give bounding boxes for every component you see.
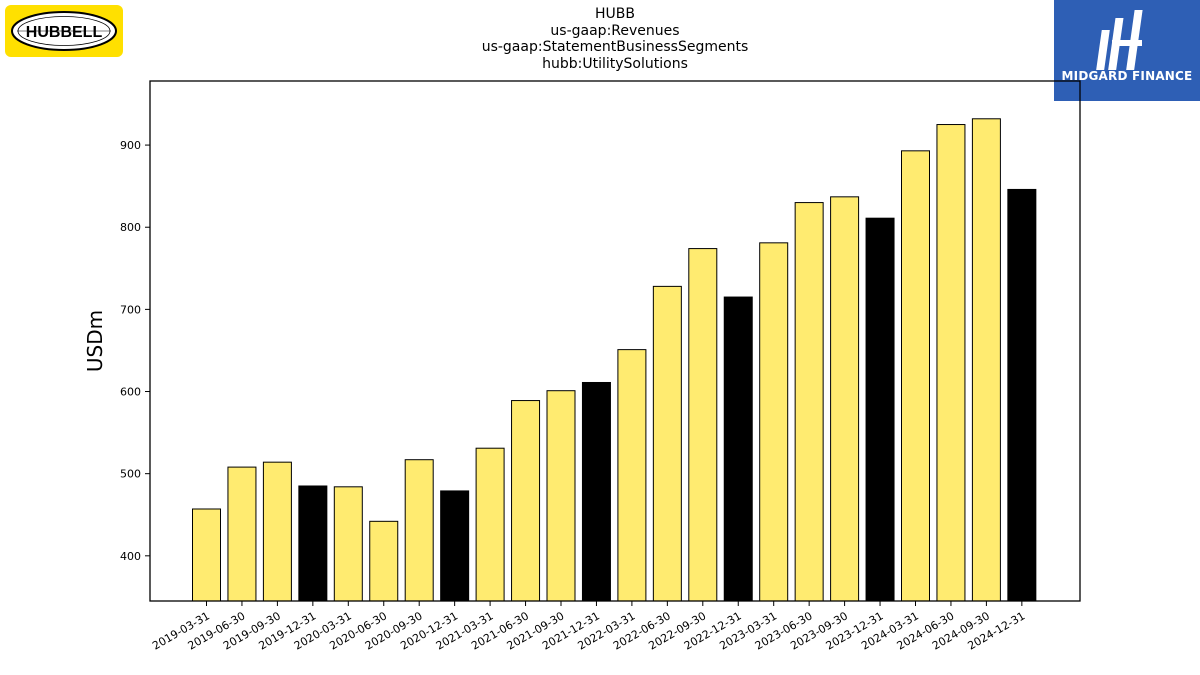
- bar-2024-12-31: [1007, 188, 1037, 602]
- bar-2019-12-31: [298, 485, 328, 602]
- bar-2021-06-30: [511, 400, 541, 602]
- bar-2024-03-31: [901, 150, 930, 602]
- bar-2021-12-31: [581, 381, 611, 602]
- bar-2024-09-30: [971, 118, 1001, 602]
- bar-2021-03-31: [475, 447, 505, 602]
- hubbell-logo: HUBBELL: [5, 5, 123, 57]
- bar-2020-12-31: [440, 490, 470, 602]
- bar-2023-03-31: [759, 242, 789, 602]
- hubbell-logo-text: HUBBELL: [26, 24, 103, 41]
- y-tick-label-600: 600: [120, 386, 141, 399]
- bar-2019-09-30: [262, 461, 292, 602]
- bar-2023-06-30: [794, 202, 824, 602]
- bar-2023-09-30: [830, 196, 860, 602]
- bar-2024-06-30: [936, 124, 966, 602]
- y-tick-label-800: 800: [120, 221, 141, 234]
- plot-frame: [149, 80, 1081, 602]
- bar-2022-06-30: [652, 285, 682, 602]
- midgard-finance-logo: MIDGARD FINANCE: [1054, 0, 1200, 101]
- bar-2019-06-30: [227, 466, 257, 602]
- y-tick-label-700: 700: [120, 303, 141, 316]
- bar-2023-12-31: [865, 217, 895, 602]
- y-tick-label-500: 500: [120, 468, 141, 481]
- chart-title: HUBB us-gaap:Revenues us-gaap:StatementB…: [315, 6, 915, 72]
- bar-2020-03-31: [333, 486, 363, 602]
- y-tick-label-900: 900: [120, 139, 141, 152]
- midgard-logo-text: MIDGARD FINANCE: [1061, 69, 1193, 83]
- title-line-3: us-gaap:StatementBusinessSegments: [481, 39, 749, 56]
- bar-2020-09-30: [404, 459, 434, 602]
- bar-2022-09-30: [688, 248, 718, 602]
- bar-2020-06-30: [369, 520, 399, 602]
- y-axis-label: USDm: [83, 310, 107, 372]
- bar-2021-09-30: [546, 390, 576, 602]
- title-line-4: hubb:UtilitySolutions: [542, 55, 688, 72]
- bar-2022-03-31: [617, 349, 647, 602]
- bar-2019-03-31: [192, 508, 221, 602]
- bar-2022-12-31: [723, 296, 753, 602]
- title-line-2: us-gaap:Revenues: [550, 22, 680, 39]
- title-line-1: HUBB: [595, 6, 635, 22]
- y-tick-label-400: 400: [120, 550, 141, 563]
